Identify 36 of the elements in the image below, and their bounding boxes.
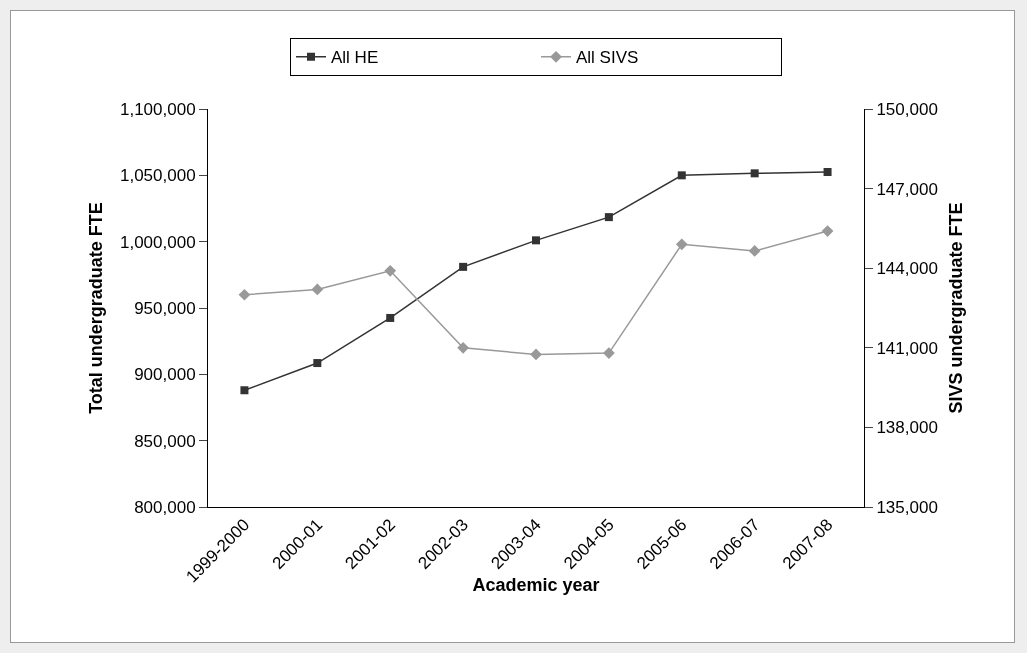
point <box>750 169 759 178</box>
y-tick-label: 1,050,000 <box>119 166 196 186</box>
point <box>823 168 832 177</box>
x-axis-title: Academic year <box>472 574 600 595</box>
point <box>313 359 322 368</box>
point <box>457 341 469 354</box>
y-tick-label: 900,000 <box>134 365 196 385</box>
point <box>386 313 395 322</box>
y2-axis-title: SIVS undergraduate FTE <box>945 202 966 414</box>
y-tick-label: 1,000,000 <box>119 232 196 252</box>
y2-tick-label: 138,000 <box>876 418 938 438</box>
y2-tick-label: 135,000 <box>876 497 938 517</box>
legend-label: All SIVS <box>576 48 639 68</box>
y2-tick-label: 141,000 <box>876 338 938 358</box>
y2-tick-label: 150,000 <box>876 99 938 119</box>
point <box>748 245 761 257</box>
point <box>677 171 686 180</box>
y-tick-label: 850,000 <box>134 431 196 451</box>
point <box>240 386 249 395</box>
point <box>530 348 542 361</box>
point <box>532 236 540 245</box>
y2-tick-label: 147,000 <box>876 179 938 199</box>
point <box>675 238 688 251</box>
point <box>459 262 468 271</box>
y-tick-label: 800,000 <box>134 497 196 517</box>
y-tick-label: 950,000 <box>134 298 196 318</box>
point <box>238 288 251 301</box>
point <box>821 225 834 237</box>
point <box>384 265 397 277</box>
y-axis-title: Total undergraduate FTE <box>86 202 107 414</box>
point <box>603 347 615 359</box>
point <box>604 213 613 222</box>
legend-label: All HE <box>331 48 379 68</box>
y-tick-label: 1,100,000 <box>119 99 196 119</box>
point <box>311 283 324 296</box>
y2-tick-label: 144,000 <box>876 259 938 279</box>
